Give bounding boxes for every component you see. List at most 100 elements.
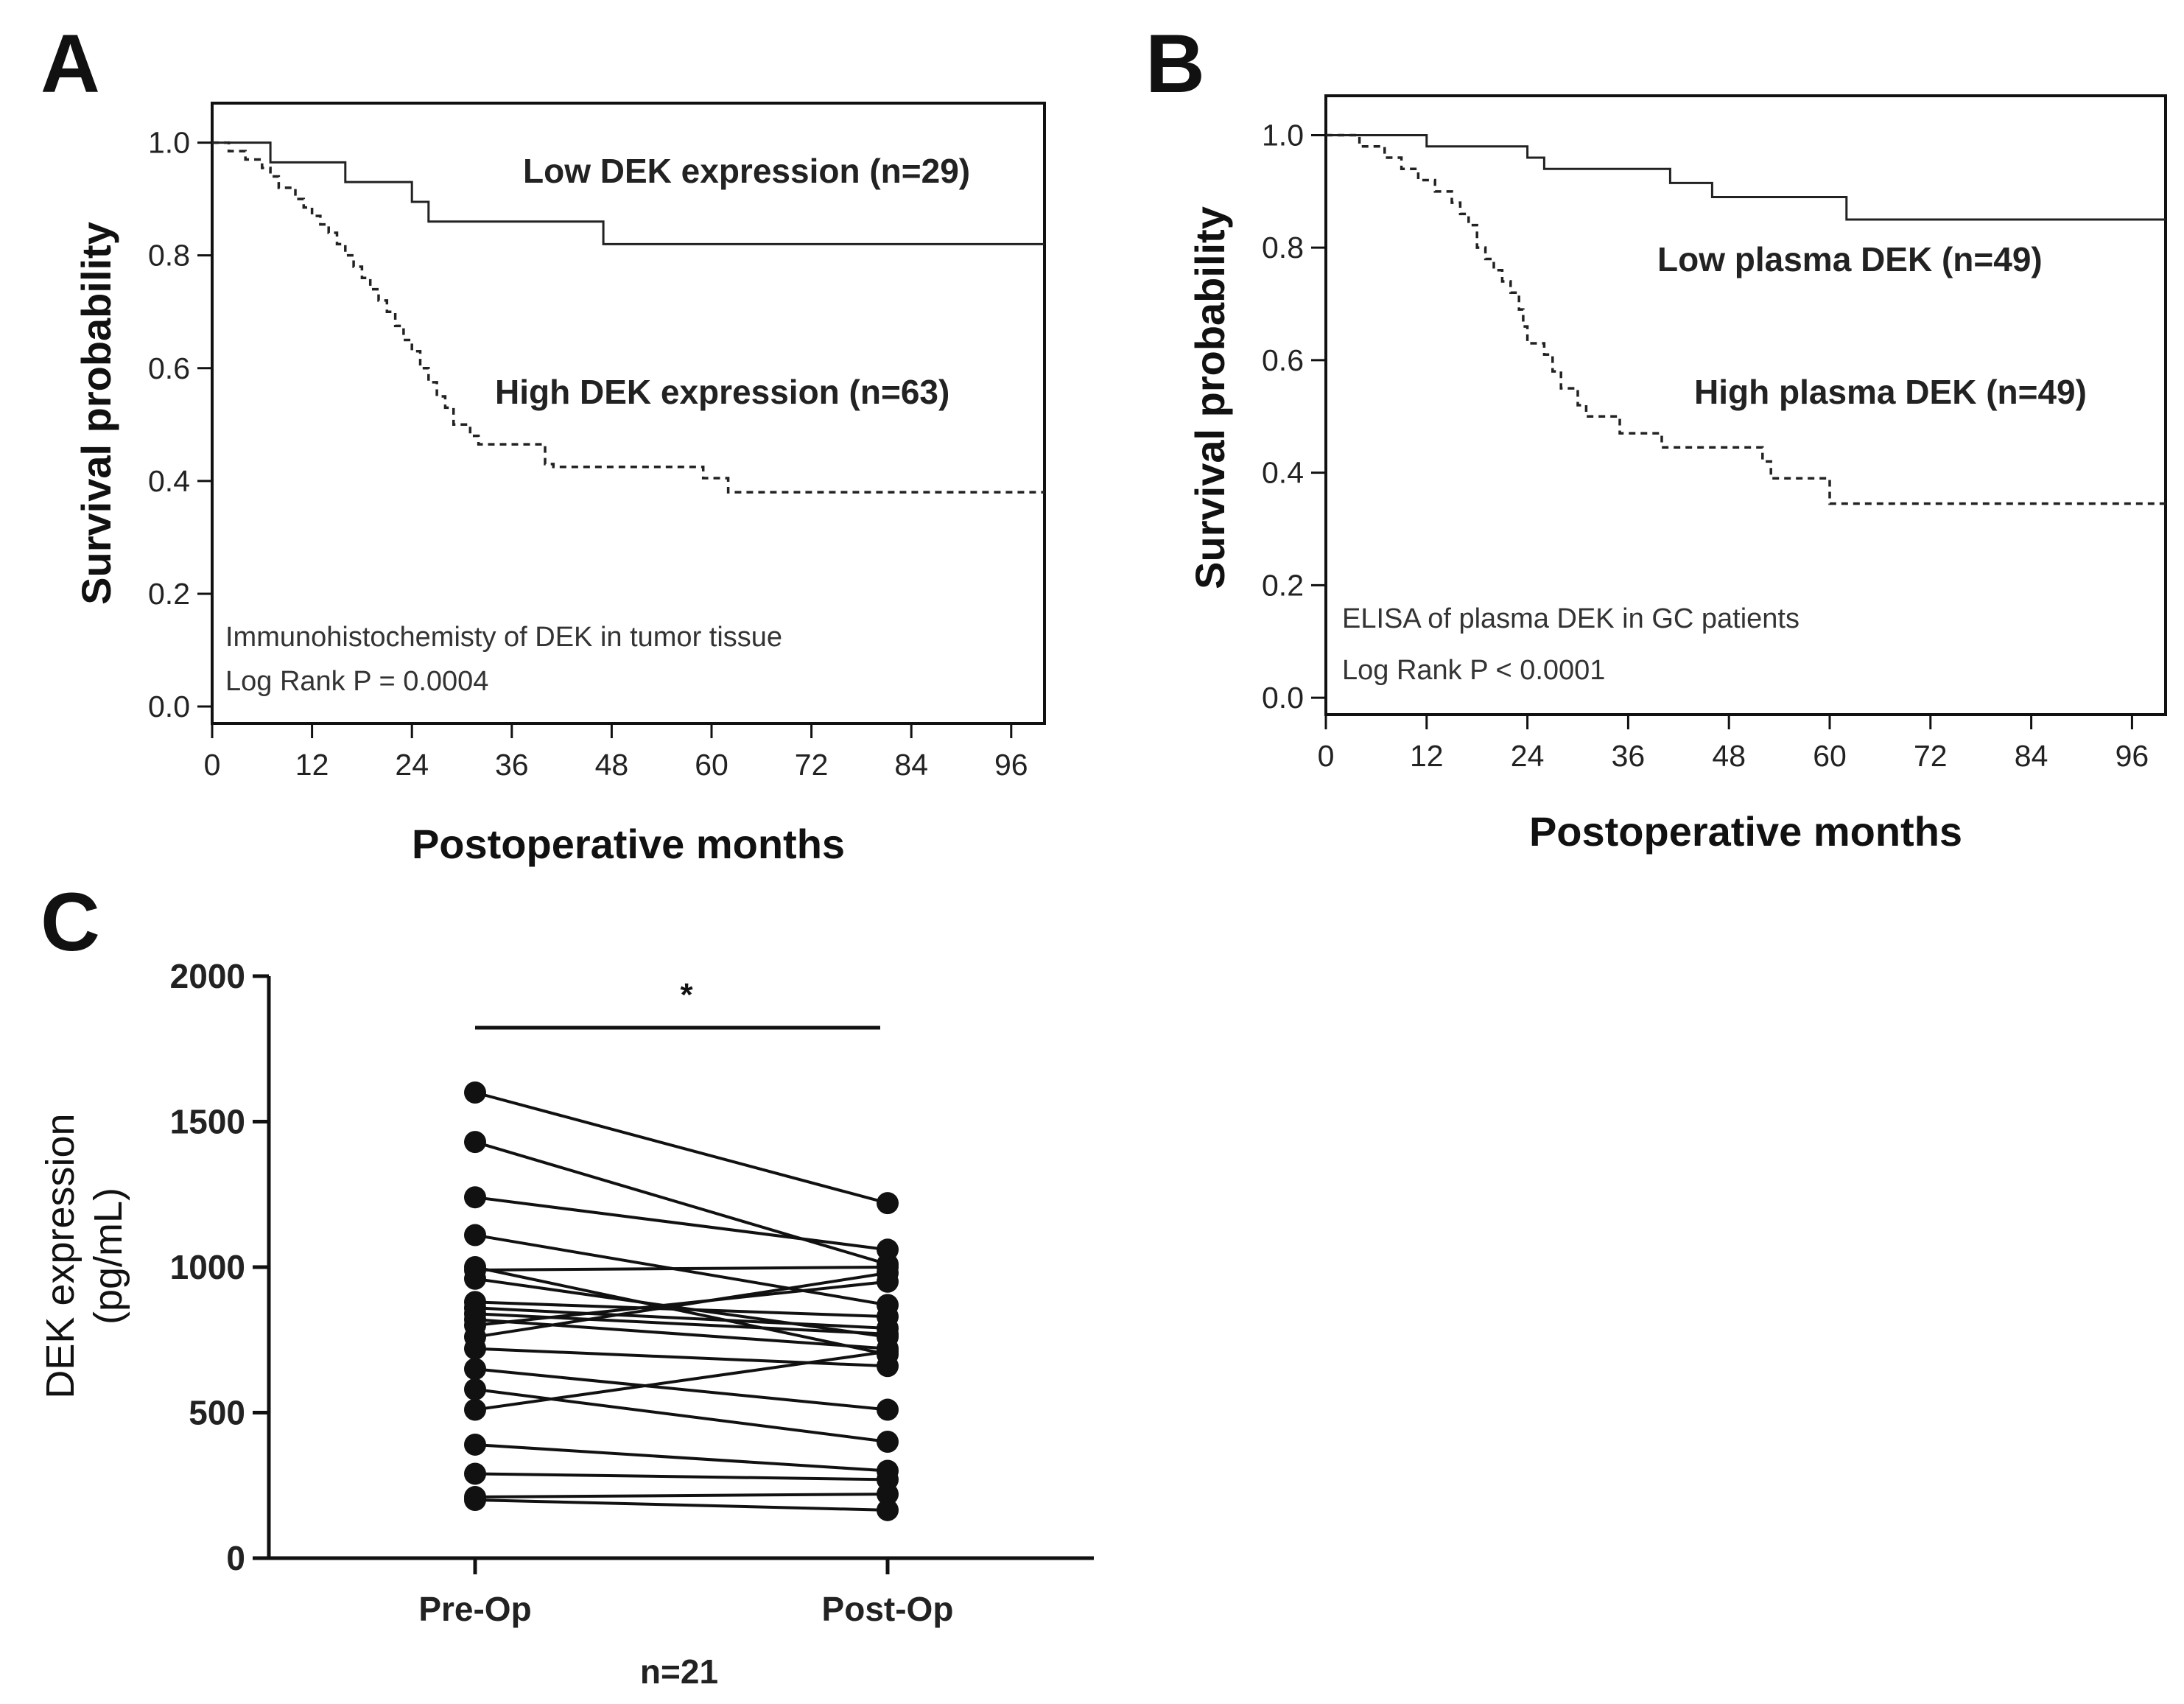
y-tick-label: 0.2: [148, 577, 190, 611]
y-tick-label: 1500: [170, 1103, 245, 1141]
x-tick-label: 12: [295, 748, 329, 782]
x-tick-label: 36: [1612, 739, 1646, 773]
panel-a-annotation-method: Immunohistochemisty of DEK in tumor tiss…: [225, 622, 782, 653]
panel-a-low-label: Low DEK expression (n=29): [523, 152, 970, 190]
y-tick-label: 1000: [170, 1248, 245, 1286]
post-op-point: [877, 1238, 899, 1261]
x-tick-label: 84: [2015, 739, 2048, 773]
panel-a-frame: [211, 102, 1046, 725]
pre-op-point: [464, 1398, 486, 1421]
panel-letter-a: A: [41, 18, 100, 110]
pre-op-point: [464, 1489, 486, 1511]
y-tick-label: 1.0: [1262, 118, 1304, 152]
panel-c-chart: 0 500 1000 1500 2000 * DEK expression (pg/mL…: [38, 957, 1094, 1691]
pre-op-point: [464, 1337, 486, 1360]
pair-line: [474, 1271, 888, 1339]
panel-c-axes: 0 500 1000 1500 2000: [170, 957, 1094, 1577]
pair-line: [474, 1318, 888, 1350]
y-tick-label: 2000: [170, 957, 245, 995]
panel-b-x-axis-label: Postoperative months: [1529, 808, 1962, 855]
pre-op-point: [464, 1267, 486, 1290]
panel-b-chart: 0 12 24 36 48 60 72 84 96 0.0 0.2 0.4 0.6 0.8 1.0 Low …: [1187, 94, 2167, 855]
y-tick-label: 0.2: [1262, 568, 1304, 602]
y-tick-label: 0.8: [148, 239, 190, 273]
panel-a-curves: [212, 141, 1044, 494]
panel-a-annotation-pvalue: Log Rank P = 0.0004: [225, 666, 488, 697]
significance-star: *: [680, 977, 693, 1013]
pair-line: [474, 1442, 888, 1473]
x-tick-label: 72: [1914, 739, 1948, 773]
pair-line: [474, 1300, 888, 1319]
x-tick-label: 96: [2115, 739, 2149, 773]
x-tick-label: 24: [395, 748, 429, 782]
panel-c-category-pre-op: Pre-Op: [418, 1590, 531, 1628]
panel-a-ticks: 0 12 24 36 48 60 72 84 96 0.0 0.2 0.4 0.6 0.8 1.0: [148, 126, 1028, 782]
x-tick-label: 36: [495, 748, 529, 782]
x-tick-label: 96: [994, 748, 1028, 782]
pair-line: [474, 1498, 888, 1512]
pre-op-point: [464, 1433, 486, 1456]
x-tick-label: 0: [1318, 739, 1335, 773]
x-tick-label: 48: [1712, 739, 1746, 773]
panel-c-points: [464, 1081, 899, 1521]
pair-line: [474, 1472, 888, 1482]
pre-op-point: [464, 1131, 486, 1154]
x-tick-label: 84: [894, 748, 928, 782]
panel-b-ticks: 0 12 24 36 48 60 72 84 96 0.0 0.2 0.4 0.6 0.8 1.0: [1262, 118, 2149, 773]
post-op-point: [877, 1483, 899, 1506]
post-op-point: [877, 1340, 899, 1363]
low-survival-curve: [212, 141, 1044, 245]
y-tick-label: 0.6: [148, 351, 190, 385]
pair-line: [474, 1091, 888, 1205]
panel-c-x-axis-label: n=21: [640, 1652, 718, 1691]
post-op-point: [877, 1431, 899, 1453]
y-tick-label: 0.0: [1262, 681, 1304, 715]
y-tick-label: 0: [226, 1539, 245, 1577]
panel-b-frame: [1324, 94, 2167, 716]
pair-line: [474, 1387, 888, 1443]
pre-op-point: [464, 1224, 486, 1247]
pair-line: [474, 1266, 888, 1272]
panel-b-annotation-pvalue: Log Rank P < 0.0001: [1342, 655, 1605, 686]
pair-line: [474, 1140, 888, 1266]
panel-c-y-axis-label-line1: DEK expression: [38, 1113, 82, 1398]
x-tick-label: 60: [1813, 739, 1847, 773]
y-tick-label: 0.8: [1262, 231, 1304, 264]
pair-line: [474, 1347, 888, 1368]
pre-op-point: [464, 1378, 486, 1400]
panel-c-category-post-op: Post-Op: [822, 1590, 954, 1628]
pair-line: [474, 1350, 888, 1412]
y-tick-label: 0.0: [148, 690, 190, 723]
panel-b-annotation-method: ELISA of plasma DEK in GC patients: [1342, 603, 1799, 634]
high-survival-curve: [1326, 133, 2166, 505]
low-survival-curve: [1326, 133, 2166, 221]
post-op-point: [877, 1261, 899, 1284]
x-tick-label: 24: [1511, 739, 1545, 773]
pre-op-point: [464, 1358, 486, 1381]
x-tick-label: 12: [1410, 739, 1444, 773]
panel-a-x-axis-label: Postoperative months: [412, 821, 845, 867]
pair-line: [474, 1493, 888, 1499]
panel-a-high-label: High DEK expression (n=63): [495, 373, 949, 411]
y-tick-label: 1.0: [148, 126, 190, 160]
panel-b-y-axis-label: Survival probability: [1187, 206, 1233, 589]
pre-op-point: [464, 1462, 486, 1485]
x-tick-label: 60: [695, 748, 728, 782]
panel-a-chart: 0 12 24 36 48 60 72 84 96 0.0 0.2 0.4 0.6 0.8 1.0 Low …: [73, 102, 1046, 867]
panel-b-low-label: Low plasma DEK (n=49): [1657, 240, 2043, 278]
pre-op-point: [464, 1186, 486, 1209]
x-tick-label: 48: [595, 748, 629, 782]
panel-letter-c: C: [41, 876, 100, 968]
panel-c-pair-lines: [474, 1091, 888, 1512]
y-tick-label: 0.4: [1262, 456, 1304, 490]
pair-line: [474, 1196, 888, 1252]
panel-c-y-axis-label-line2: (pg/mL): [86, 1188, 130, 1325]
panel-letter-b: B: [1145, 18, 1205, 110]
post-op-point: [877, 1498, 899, 1521]
panel-a-y-axis-label: Survival probability: [73, 222, 119, 605]
x-tick-label: 0: [204, 748, 221, 782]
y-tick-label: 0.6: [1262, 343, 1304, 377]
y-tick-label: 500: [189, 1394, 245, 1432]
post-op-point: [877, 1192, 899, 1215]
